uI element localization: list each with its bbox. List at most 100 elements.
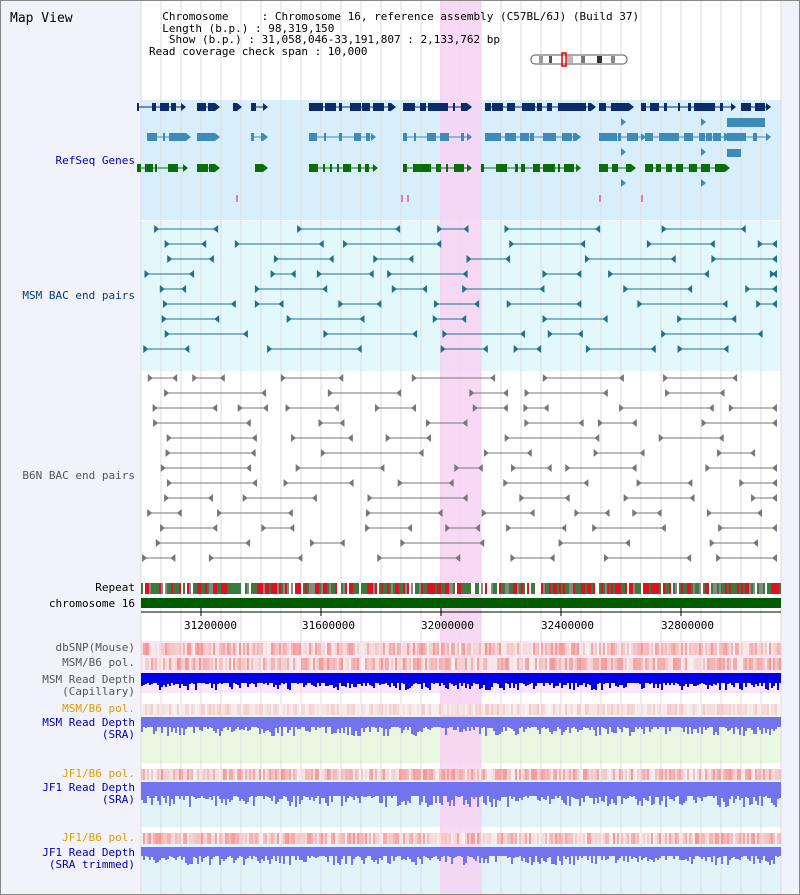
heat-cell [687, 769, 689, 780]
heat-cell [289, 704, 291, 715]
repeat-segment [599, 583, 601, 594]
heat-cell [455, 658, 457, 670]
heat-cell [281, 833, 283, 844]
heat-cell [359, 769, 361, 780]
gene-exon [414, 133, 416, 141]
track-label-b6n-bac[interactable]: B6N BAC end pairs [22, 469, 135, 482]
depth-bar [501, 847, 503, 856]
track-label-msm-b6-pol-2[interactable]: MSM/B6 pol. [62, 702, 135, 715]
depth-bar [465, 673, 467, 688]
repeat-segment [153, 583, 155, 594]
depth-bar [591, 673, 593, 690]
heat-cell [225, 704, 227, 715]
depth-bar [443, 847, 445, 856]
bac-end-left [318, 419, 324, 427]
depth-bar [407, 717, 409, 730]
depth-bar [419, 673, 421, 684]
depth-bar [777, 847, 779, 857]
track-label-jf1-b6-pol[interactable]: JF1/B6 pol. [62, 767, 135, 780]
heat-cell [379, 769, 381, 780]
track-label-refseq[interactable]: RefSeq Genes [55, 154, 135, 167]
track-label-msm-depth-sra-1[interactable]: MSM Read Depth [42, 716, 135, 729]
heat-cell [243, 704, 245, 715]
track-label-msm-depth-cap-1[interactable]: MSM Read Depth [42, 673, 135, 686]
heat-cell [397, 704, 399, 715]
depth-bar [203, 717, 205, 727]
heat-cell [437, 658, 439, 670]
heat-cell [421, 833, 423, 844]
bac-end-right [576, 300, 582, 308]
depth-bar [197, 673, 199, 683]
depth-bar [737, 782, 739, 796]
bac-end-right [631, 464, 637, 472]
track-label-jf1-depth-sra-1[interactable]: JF1 Read Depth [42, 781, 135, 794]
heat-cell [195, 833, 197, 844]
heat-cell [557, 643, 559, 655]
depth-bar [447, 782, 449, 802]
heat-cell [581, 658, 583, 670]
repeat-segment [557, 583, 559, 594]
repeat-segment [615, 583, 617, 594]
depth-bar [749, 673, 751, 683]
depth-bar [287, 782, 289, 801]
heat-cell [153, 643, 155, 655]
depth-bar [655, 717, 657, 727]
heat-cell [649, 658, 651, 670]
bac-end-right [207, 494, 213, 502]
depth-bar [163, 717, 165, 727]
depth-bar [295, 847, 297, 860]
heat-cell [163, 769, 165, 780]
bac-end-right [577, 330, 583, 338]
heat-cell [371, 704, 373, 715]
track-label-jf1-b6-pol-2[interactable]: JF1/B6 pol. [62, 831, 135, 844]
heat-cell [433, 704, 435, 715]
depth-bar [469, 847, 471, 857]
heat-cell [269, 643, 271, 655]
bac-end-left [592, 524, 598, 532]
heat-cell [161, 643, 163, 655]
heat-cell [563, 769, 565, 780]
gene-exon [388, 103, 391, 111]
heat-cell [409, 658, 411, 670]
heat-cell [375, 833, 377, 844]
heat-cell [677, 658, 679, 670]
heat-cell [469, 833, 471, 844]
heat-cell [501, 833, 503, 844]
depth-bar [333, 782, 335, 796]
heat-cell [597, 658, 599, 670]
track-label-repeat[interactable]: Repeat [95, 581, 135, 594]
depth-bar [747, 847, 749, 859]
track-label-msm-bac[interactable]: MSM BAC end pairs [22, 289, 135, 302]
heat-cell [505, 704, 507, 715]
heat-cell [189, 833, 191, 844]
repeat-segment [337, 583, 339, 594]
track-label-msm-b6-pol[interactable]: MSM/B6 pol. [62, 656, 135, 669]
depth-bar [621, 717, 623, 732]
heat-cell [583, 643, 585, 655]
repeat-segment [199, 583, 201, 594]
heat-cell [247, 769, 249, 780]
heat-cell [493, 658, 495, 670]
depth-bar [313, 673, 315, 686]
track-label-jf1-depth-trim-1[interactable]: JF1 Read Depth [42, 846, 135, 859]
bac-end-left [619, 404, 625, 412]
gene-exon [439, 103, 448, 111]
track-label-dbsnp[interactable]: dbSNP(Mouse) [55, 641, 135, 654]
heat-cell [541, 704, 543, 715]
depth-bar [371, 782, 373, 798]
heat-cell [531, 643, 533, 655]
depth-bar [649, 782, 651, 796]
repeat-segment [659, 583, 661, 594]
heat-cell [495, 833, 497, 844]
heat-cell [591, 769, 593, 780]
heat-cell [757, 833, 759, 844]
repeat-segment [439, 583, 441, 594]
depth-bar [355, 782, 357, 796]
track-label-chromosome[interactable]: chromosome 16 [48, 597, 135, 610]
ideogram-band [549, 56, 552, 63]
heat-cell [423, 643, 425, 655]
heat-cell [201, 833, 203, 844]
heat-cell [575, 658, 577, 670]
depth-bar [213, 847, 215, 857]
